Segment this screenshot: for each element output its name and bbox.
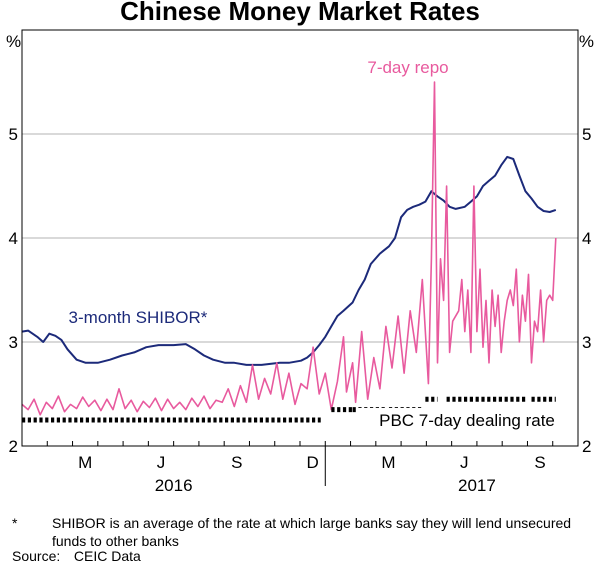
x-year-label: 2016: [155, 476, 193, 495]
y-tick-label-right: 3: [582, 333, 591, 352]
x-ticks: M J S D M J S 2016 2017: [46, 441, 554, 495]
label-3-month-shibor: 3-month SHIBOR*: [69, 308, 208, 327]
x-tick-label: S: [231, 453, 242, 472]
y-tick-label-left: 4: [9, 229, 18, 248]
grid: [22, 133, 578, 343]
y-unit-left: %: [6, 32, 21, 51]
source-line: Source: CEIC Data: [12, 548, 141, 564]
chart: Chinese Money Market Rates % % 2 23 34 45 5 …: [6, 0, 594, 495]
x-tick-label: M: [381, 453, 395, 472]
series-line-3-month-shibor: [21, 155, 557, 366]
y-tick-label-right: 4: [582, 229, 591, 248]
pbc-label-bg: [358, 408, 576, 430]
y-tick-label-left: 2: [9, 437, 18, 456]
label-7-day-repo: 7-day repo: [367, 58, 448, 77]
source-label: Source:: [12, 548, 61, 564]
footnote-mark: *: [12, 515, 18, 531]
x-tick-label: S: [534, 453, 545, 472]
y-tick-label-right: 2: [582, 437, 591, 456]
y-tick-label-right: 5: [582, 125, 591, 144]
source-value: CEIC Data: [73, 548, 141, 564]
chart-title: Chinese Money Market Rates: [120, 0, 480, 26]
x-tick-label: J: [460, 453, 469, 472]
y-unit-right: %: [579, 32, 594, 51]
x-tick-label: J: [157, 453, 166, 472]
footnote-text: SHIBOR is an average of the rate at whic…: [52, 515, 572, 549]
series-layer: [21, 81, 557, 423]
y-tick-label-left: 5: [9, 125, 18, 144]
y-tick-label-left: 3: [9, 333, 18, 352]
plot-frame: [21, 29, 579, 447]
x-tick-label: M: [78, 453, 92, 472]
label-pbc-7-day-dealing-rate: PBC 7-day dealing rate: [379, 411, 555, 430]
x-year-label: 2017: [458, 476, 496, 495]
series-line-7-day-repo: [21, 81, 557, 416]
y-tick-labels: 2 2 3 3 4 4 5 5: [9, 125, 592, 456]
x-tick-label: D: [306, 453, 318, 472]
